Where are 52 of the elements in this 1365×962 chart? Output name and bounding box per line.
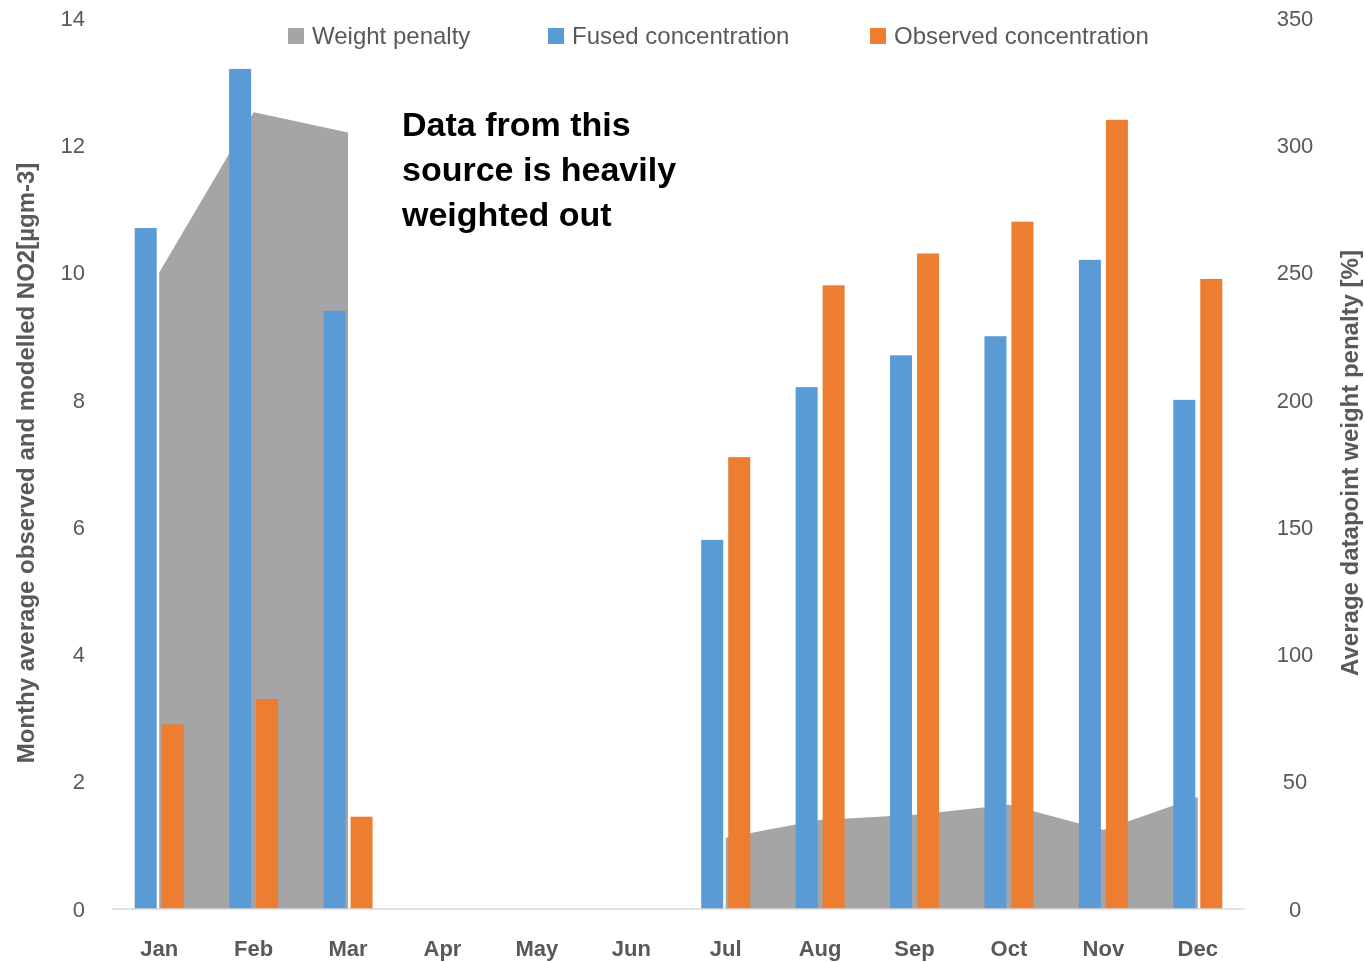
bar bbox=[350, 816, 373, 909]
y-tick-label: 0 bbox=[72, 896, 85, 922]
y-tick-label: 10 bbox=[60, 260, 85, 286]
x-tick-label: Oct bbox=[990, 935, 1028, 961]
y2-tick-label: 0 bbox=[1288, 896, 1302, 922]
x-tick-label: Dec bbox=[1177, 935, 1218, 961]
y2-tick-label: 200 bbox=[1276, 387, 1314, 413]
bar bbox=[1173, 399, 1196, 909]
bar bbox=[134, 228, 157, 909]
legend-label: Observed concentration bbox=[894, 22, 1149, 50]
y2-tick-label: 50 bbox=[1282, 769, 1308, 795]
x-tick-label: Jun bbox=[611, 935, 651, 961]
annotation: Data from this source is heavily weighted out bbox=[401, 104, 677, 233]
bar bbox=[728, 457, 751, 909]
bar bbox=[701, 539, 724, 909]
bar bbox=[1200, 278, 1223, 909]
x-tick-label: Aug bbox=[798, 935, 842, 961]
y-axis-title: Monthy average observed and modelled NO2[µgm-3] bbox=[12, 162, 39, 764]
bar bbox=[795, 387, 818, 909]
y-tick-label: 2 bbox=[72, 769, 85, 795]
x-tick-label: May bbox=[515, 935, 560, 961]
bar bbox=[917, 253, 940, 909]
y-tick-label: 8 bbox=[72, 387, 85, 413]
bar bbox=[256, 698, 279, 909]
bar bbox=[984, 336, 1007, 909]
x-tick-label: Nov bbox=[1082, 935, 1125, 961]
x-tick-label: Feb bbox=[234, 935, 274, 961]
y-tick-label: 6 bbox=[72, 514, 85, 540]
y2-tick-label: 300 bbox=[1276, 132, 1314, 158]
bar bbox=[1078, 259, 1101, 909]
bar bbox=[161, 724, 184, 909]
x-tick-label: Jul bbox=[709, 935, 742, 961]
y2-tick-label: 100 bbox=[1276, 642, 1314, 668]
bar bbox=[822, 285, 845, 909]
y2-tick-label: 350 bbox=[1276, 5, 1314, 31]
y-tick-label: 12 bbox=[60, 132, 85, 158]
x-tick-label: Mar bbox=[328, 935, 369, 961]
y-tick-label: 4 bbox=[72, 642, 85, 668]
y2-tick-label: 150 bbox=[1276, 514, 1314, 540]
x-tick-label: Sep bbox=[894, 935, 935, 961]
bar bbox=[1011, 221, 1034, 909]
bar bbox=[323, 310, 346, 909]
y2-tick-label: 250 bbox=[1276, 260, 1314, 286]
legend-label: Fused concentration bbox=[572, 22, 790, 50]
legend-label: Weight penalty bbox=[312, 22, 471, 50]
bar bbox=[890, 355, 913, 909]
y2-axis-title: Average datapoint weight penalty [%] bbox=[1336, 250, 1364, 676]
bar bbox=[229, 68, 252, 909]
x-tick-label: Jan bbox=[140, 935, 179, 961]
y-tick-label: 14 bbox=[60, 5, 85, 31]
bar bbox=[1105, 119, 1128, 909]
x-tick-label: Apr bbox=[423, 935, 462, 961]
